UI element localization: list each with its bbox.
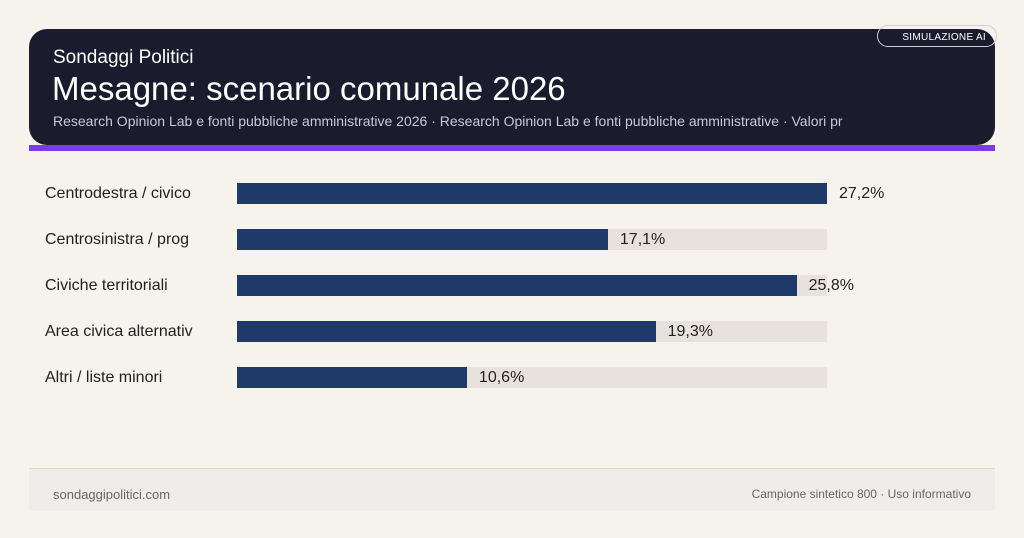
page-title: Mesagne: scenario comunale 2026 xyxy=(52,70,566,107)
bar xyxy=(237,275,797,296)
bar xyxy=(237,321,656,342)
footer-note: Campione sintetico 800 · Uso informativo xyxy=(751,487,971,501)
bar-chart: Centrodestra / civico 27,2% Centrosinistra… xyxy=(45,183,885,388)
category-label: Altri / liste minori xyxy=(45,369,163,386)
header: Sondaggi Politici Mesagne: scenario comu… xyxy=(29,29,995,145)
value-label: 19,3% xyxy=(667,323,713,340)
subtitle: Research Opinion Lab e fonti pubbliche a… xyxy=(53,113,843,129)
simulation-badge: SIMULAZIONE AI xyxy=(877,25,997,47)
bar xyxy=(237,367,467,388)
value-label: 27,2% xyxy=(839,185,885,202)
category-label: Centrosinistra / prog xyxy=(45,231,190,248)
bar xyxy=(237,229,608,250)
value-label: 17,1% xyxy=(619,231,666,248)
category-label: Area civica alternativ xyxy=(45,323,193,340)
footer-site: sondaggipolitici.com xyxy=(53,487,171,502)
category-label: Centrodestra / civico xyxy=(45,185,191,202)
value-label: 10,6% xyxy=(478,369,525,386)
bar xyxy=(237,183,827,204)
value-label: 25,8% xyxy=(808,277,854,294)
accent-stripe xyxy=(29,145,995,151)
category-label: Civiche territoriali xyxy=(45,277,168,294)
brand: Sondaggi Politici xyxy=(53,47,194,68)
footer: sondaggipolitici.com Campione sintetico … xyxy=(29,468,995,511)
